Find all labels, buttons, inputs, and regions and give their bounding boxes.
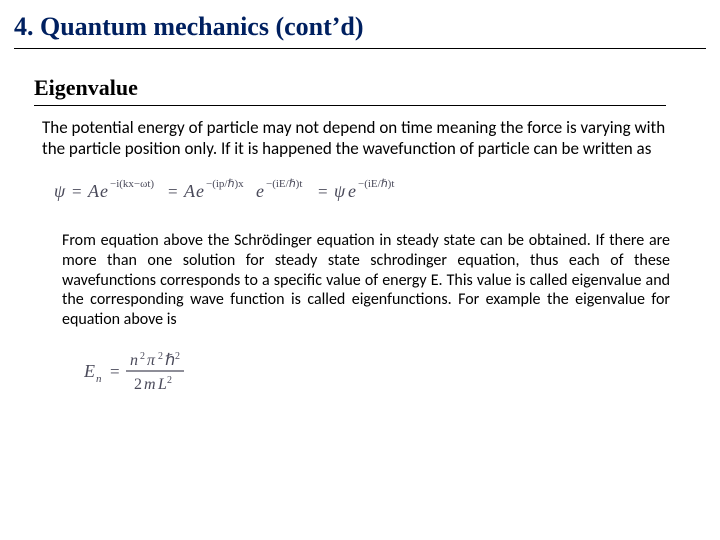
svg-text:n: n (96, 373, 102, 385)
svg-text:=: = (318, 182, 328, 201)
svg-text:2: 2 (175, 351, 180, 362)
svg-text:E: E (84, 361, 95, 381)
svg-text:−(iE/ℏ)t: −(iE/ℏ)t (358, 178, 394, 190)
svg-text:e: e (196, 181, 204, 201)
svg-text:ψ: ψ (334, 181, 346, 201)
svg-text:=: = (72, 182, 82, 201)
section-heading-eigenvalue: Eigenvalue (34, 75, 666, 106)
slide: 4. Quantum mechanics (cont’d) Eigenvalue… (0, 0, 720, 540)
svg-text:A: A (183, 181, 196, 201)
equation-wavefunction: ψ = A e −i(kx−ωt) = A e −(ip/ℏ)x e −(iE/… (54, 173, 706, 211)
svg-text:L: L (157, 376, 167, 393)
svg-text:n: n (130, 352, 138, 369)
paragraph-explanation: From equation above the Schrödinger equa… (62, 231, 670, 329)
slide-title: 4. Quantum mechanics (cont’d) (14, 12, 706, 49)
svg-text:−i(kx−ωt): −i(kx−ωt) (110, 178, 154, 190)
paragraph-intro: The potential energy of particle may not… (42, 118, 676, 159)
svg-text:π: π (147, 352, 156, 369)
svg-text:=: = (110, 362, 120, 381)
equation-energy-eigenvalue: E n = n 2 π 2 ℏ 2 2 m L 2 (84, 347, 706, 402)
svg-text:−(ip/ℏ)x: −(ip/ℏ)x (206, 178, 244, 190)
svg-text:2: 2 (140, 351, 145, 362)
svg-text:2: 2 (158, 351, 163, 362)
svg-text:−(iE/ℏ)t: −(iE/ℏ)t (266, 178, 302, 190)
svg-text:ψ: ψ (54, 181, 66, 201)
svg-text:e: e (100, 181, 108, 201)
svg-text:2: 2 (167, 375, 172, 386)
svg-text:ℏ: ℏ (165, 352, 175, 369)
svg-text:=: = (168, 182, 178, 201)
svg-text:e: e (348, 181, 356, 201)
svg-text:m: m (144, 376, 156, 393)
svg-text:e: e (256, 181, 264, 201)
svg-text:A: A (87, 181, 100, 201)
svg-text:2: 2 (134, 376, 142, 393)
